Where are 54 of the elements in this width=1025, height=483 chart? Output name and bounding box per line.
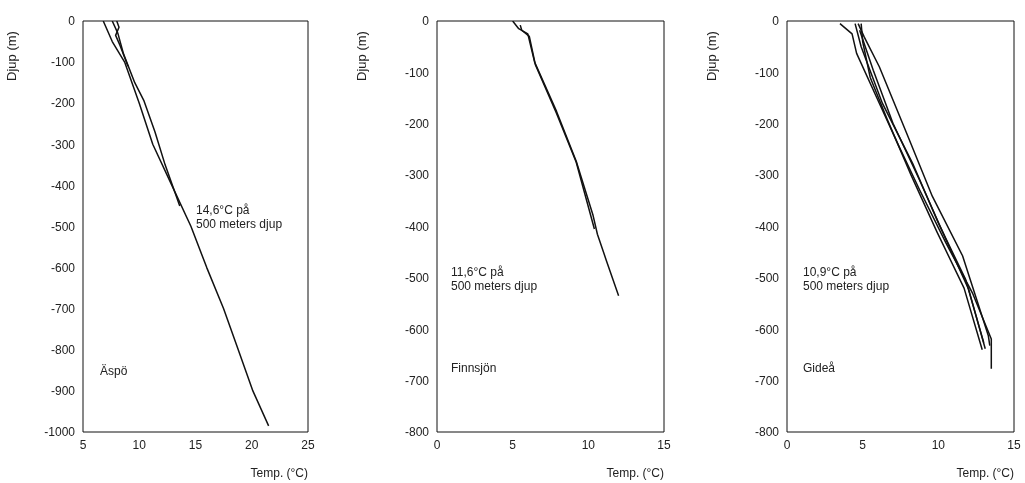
y-tick-label: -900 bbox=[50, 384, 76, 399]
y-tick-label: 0 bbox=[772, 14, 780, 29]
y-tick-label: -600 bbox=[50, 260, 76, 275]
y-tick-label: -200 bbox=[404, 117, 430, 132]
y-tick-label: -500 bbox=[754, 271, 780, 286]
y-tick-label: -600 bbox=[754, 322, 780, 337]
y-tick-label: 0 bbox=[68, 14, 76, 29]
x-tick-label: 25 bbox=[301, 437, 315, 452]
y-tick-label: -1000 bbox=[44, 425, 76, 440]
y-tick-label: -100 bbox=[754, 65, 780, 80]
annotation: 10,9°C på 500 meters djup bbox=[803, 265, 890, 293]
x-tick-label: 5 bbox=[859, 437, 867, 452]
y-tick-label: 0 bbox=[422, 14, 430, 29]
y-tick-label: -800 bbox=[50, 343, 76, 358]
x-tick-label: 10 bbox=[931, 437, 946, 452]
x-tick-label: 15 bbox=[188, 437, 203, 452]
y-tick-label: -400 bbox=[404, 219, 430, 234]
y-tick-label: -400 bbox=[754, 219, 780, 234]
y-tick-label: -800 bbox=[754, 425, 780, 440]
x-tick-label: 5 bbox=[509, 437, 517, 452]
y-tick-label: -100 bbox=[404, 65, 430, 80]
y-tick-label: -700 bbox=[754, 373, 780, 388]
x-axis-title: Temp. (°C) bbox=[956, 466, 1014, 480]
y-axis-title: Djup (m) bbox=[4, 31, 20, 81]
y-tick-label: -500 bbox=[404, 271, 430, 286]
y-tick-label: -300 bbox=[50, 137, 76, 152]
x-axis-title: Temp. (°C) bbox=[250, 466, 308, 480]
x-tick-label: 20 bbox=[245, 437, 259, 452]
x-tick-label: 15 bbox=[1007, 437, 1021, 452]
y-tick-label: -700 bbox=[404, 373, 430, 388]
y-tick-label: -200 bbox=[50, 96, 76, 111]
annotation: Gideå bbox=[803, 361, 836, 375]
y-tick-label: -400 bbox=[50, 178, 76, 193]
y-tick-label: -800 bbox=[404, 425, 430, 440]
y-tick-label: -200 bbox=[754, 117, 780, 132]
annotation: 11,6°C på 500 meters djup bbox=[451, 265, 538, 293]
y-tick-label: -100 bbox=[50, 55, 76, 70]
y-tick-label: -300 bbox=[404, 168, 430, 183]
x-tick-label: 0 bbox=[433, 437, 441, 452]
annotation: Finnsjön bbox=[451, 361, 497, 375]
annotation: Äspö bbox=[100, 364, 128, 378]
x-tick-label: 10 bbox=[132, 437, 147, 452]
y-axis-title: Djup (m) bbox=[354, 31, 370, 81]
x-tick-label: 0 bbox=[783, 437, 791, 452]
y-tick-label: -700 bbox=[50, 301, 76, 316]
y-tick-label: -500 bbox=[50, 219, 76, 234]
x-tick-label: 15 bbox=[657, 437, 671, 452]
y-axis-title: Djup (m) bbox=[704, 31, 720, 81]
y-tick-label: -300 bbox=[754, 168, 780, 183]
x-tick-label: 5 bbox=[79, 437, 87, 452]
annotation: 14,6°C på 500 meters djup bbox=[196, 203, 283, 231]
x-tick-label: 10 bbox=[581, 437, 596, 452]
x-axis-title: Temp. (°C) bbox=[606, 466, 664, 480]
y-tick-label: -600 bbox=[404, 322, 430, 337]
